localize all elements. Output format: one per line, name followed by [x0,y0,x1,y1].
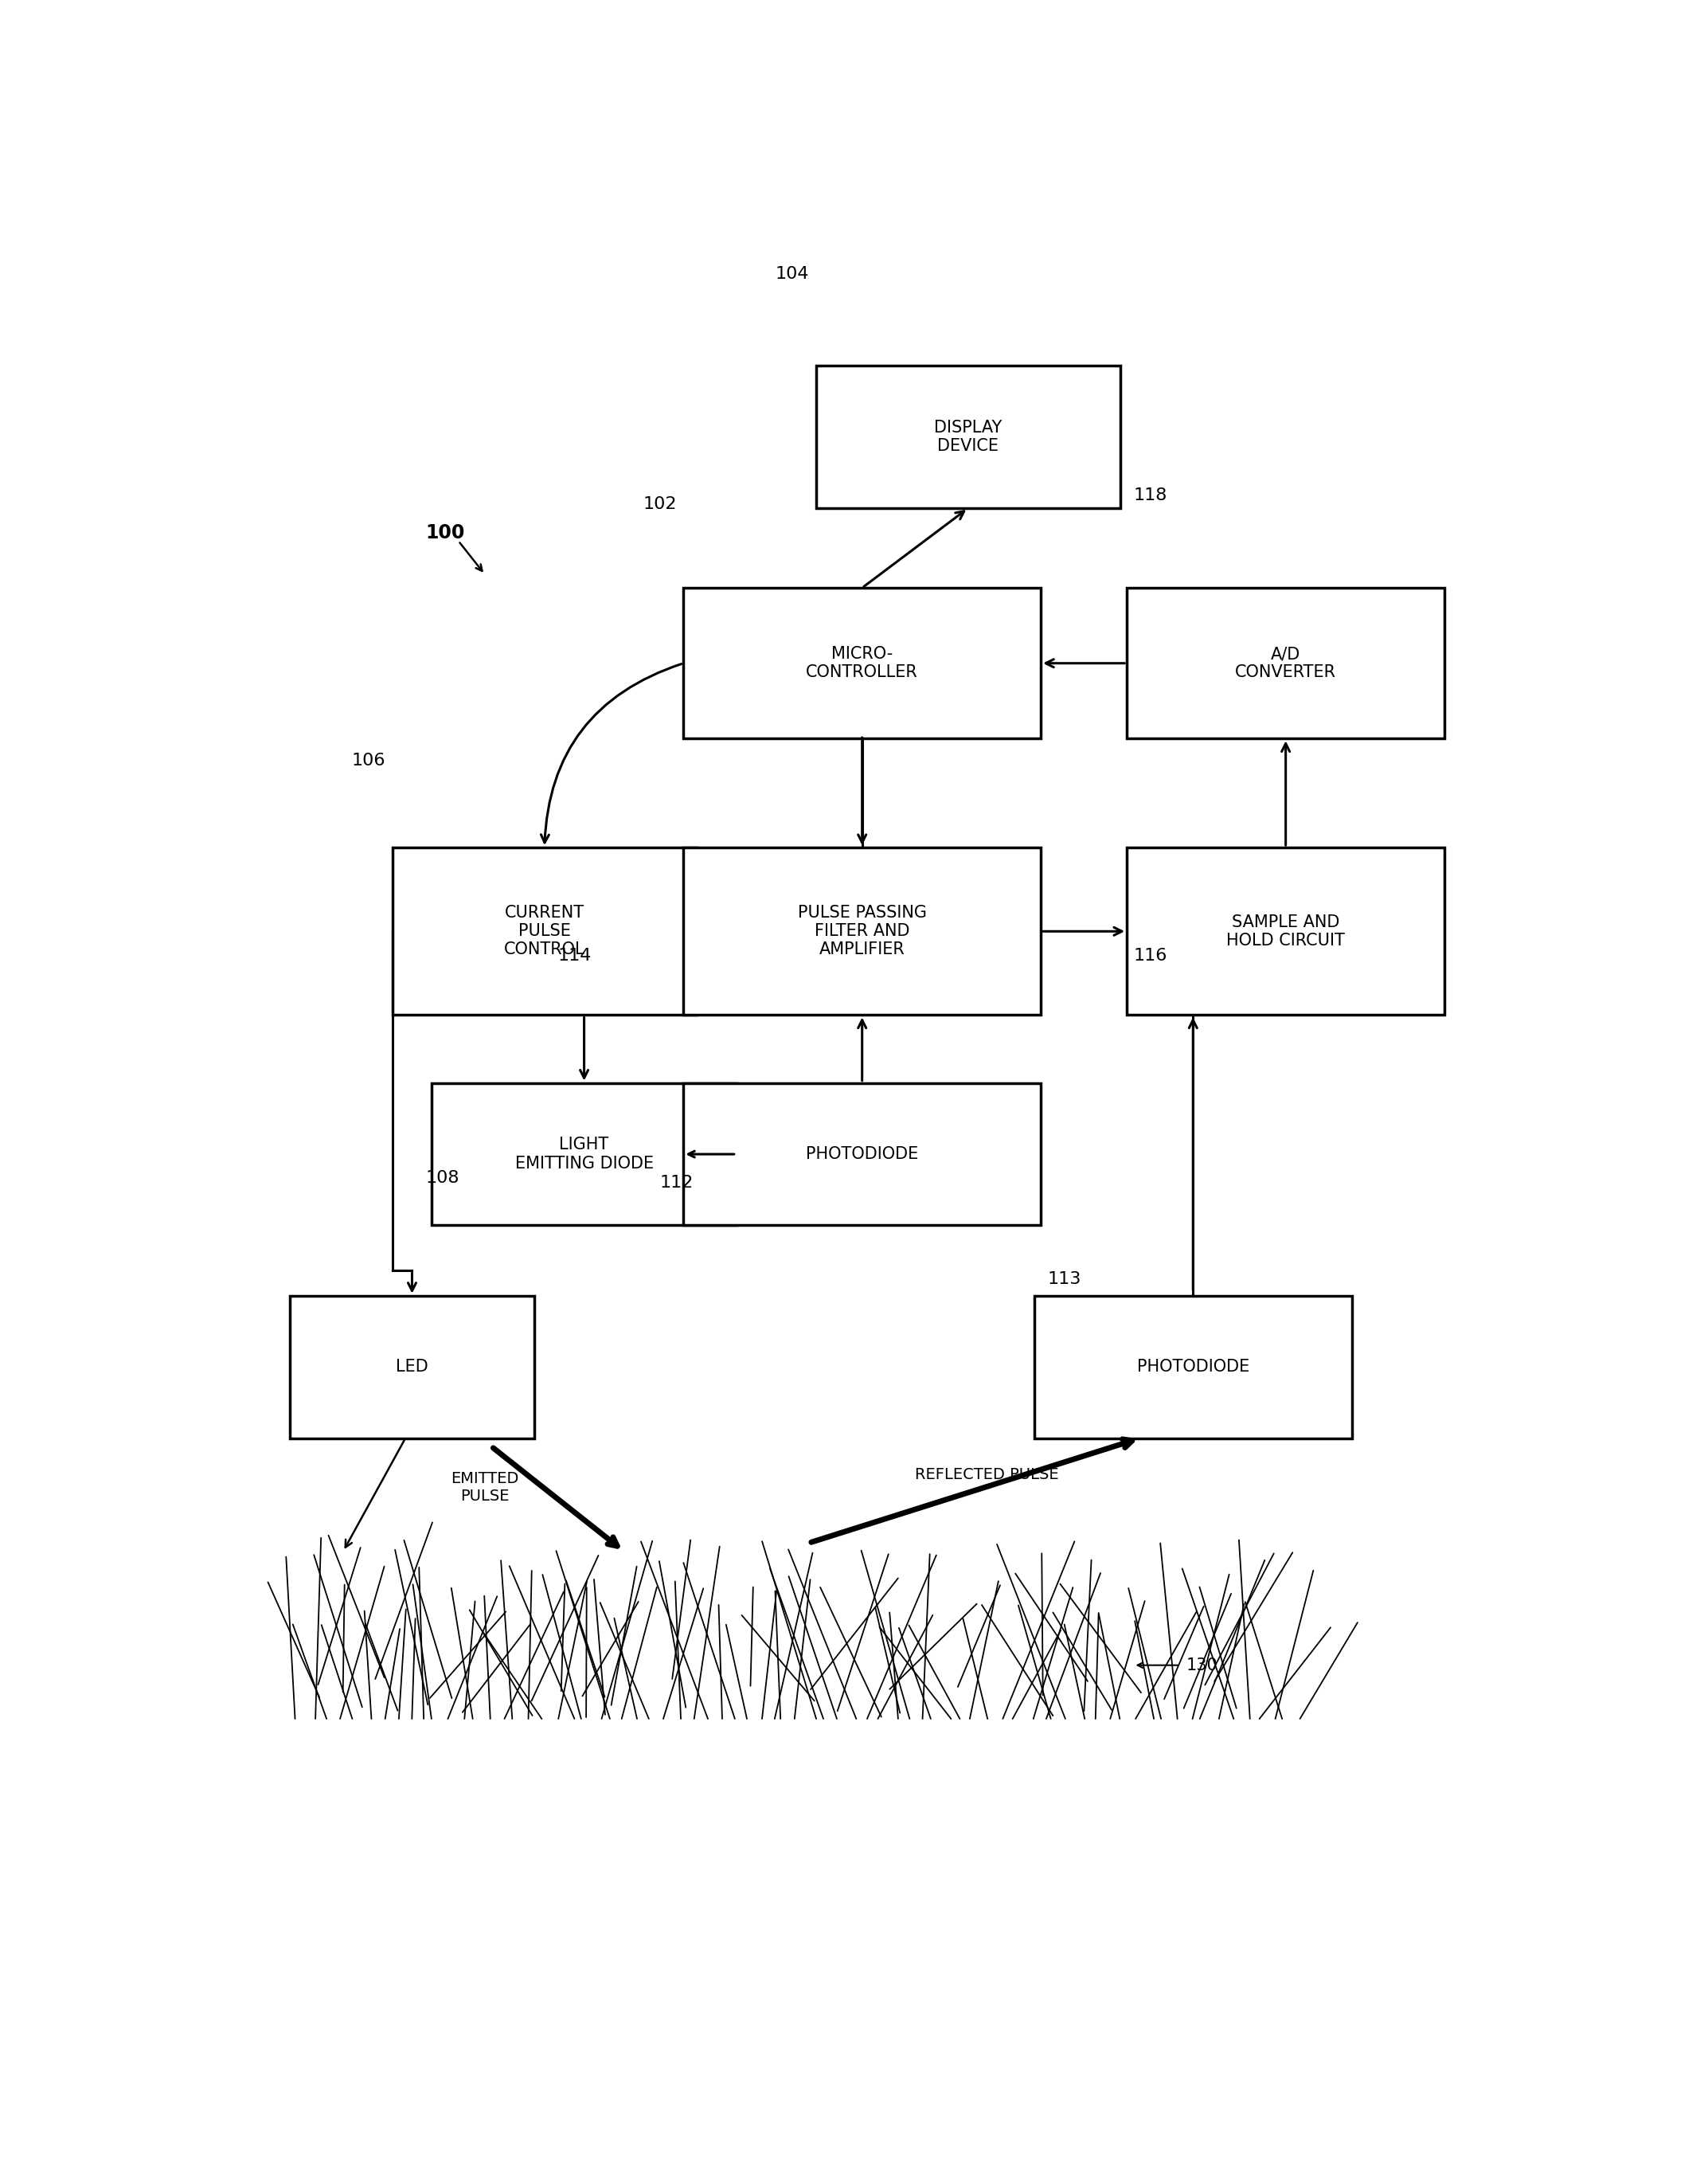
FancyBboxPatch shape [1033,1295,1353,1438]
Text: 116: 116 [1134,949,1167,964]
Text: PHOTODIODE: PHOTODIODE [1138,1360,1249,1375]
FancyBboxPatch shape [432,1084,736,1225]
Text: LED: LED [396,1360,429,1375]
Text: 102: 102 [642,496,676,511]
FancyBboxPatch shape [290,1295,535,1438]
Text: PULSE PASSING
FILTER AND
AMPLIFIER: PULSE PASSING FILTER AND AMPLIFIER [798,905,927,957]
Text: EMITTED
PULSE: EMITTED PULSE [451,1471,519,1504]
Text: PHOTODIODE: PHOTODIODE [806,1147,919,1162]
Text: A/D
CONVERTER: A/D CONVERTER [1235,646,1336,681]
FancyBboxPatch shape [816,366,1120,509]
FancyBboxPatch shape [683,849,1040,1016]
Text: 106: 106 [352,753,386,768]
Text: LIGHT
EMITTING DIODE: LIGHT EMITTING DIODE [514,1138,654,1171]
Text: REFLECTED PULSE: REFLECTED PULSE [915,1467,1059,1482]
Text: 114: 114 [557,949,591,964]
FancyBboxPatch shape [683,1084,1040,1225]
Text: 100: 100 [425,522,465,542]
Text: 118: 118 [1134,487,1167,503]
FancyBboxPatch shape [1127,588,1445,738]
Text: 108: 108 [425,1171,459,1186]
Text: CURRENT
PULSE
CONTROL: CURRENT PULSE CONTROL [504,905,584,957]
Text: 113: 113 [1047,1271,1081,1286]
Text: MICRO-
CONTROLLER: MICRO- CONTROLLER [806,646,919,681]
Text: 112: 112 [659,1175,693,1190]
FancyBboxPatch shape [393,849,697,1016]
FancyBboxPatch shape [1127,849,1445,1016]
Text: 130: 130 [1187,1658,1218,1673]
Text: 104: 104 [775,265,810,281]
Text: SAMPLE AND
HOLD CIRCUIT: SAMPLE AND HOLD CIRCUIT [1226,914,1344,949]
Text: DISPLAY
DEVICE: DISPLAY DEVICE [934,420,1003,455]
FancyBboxPatch shape [683,588,1040,738]
